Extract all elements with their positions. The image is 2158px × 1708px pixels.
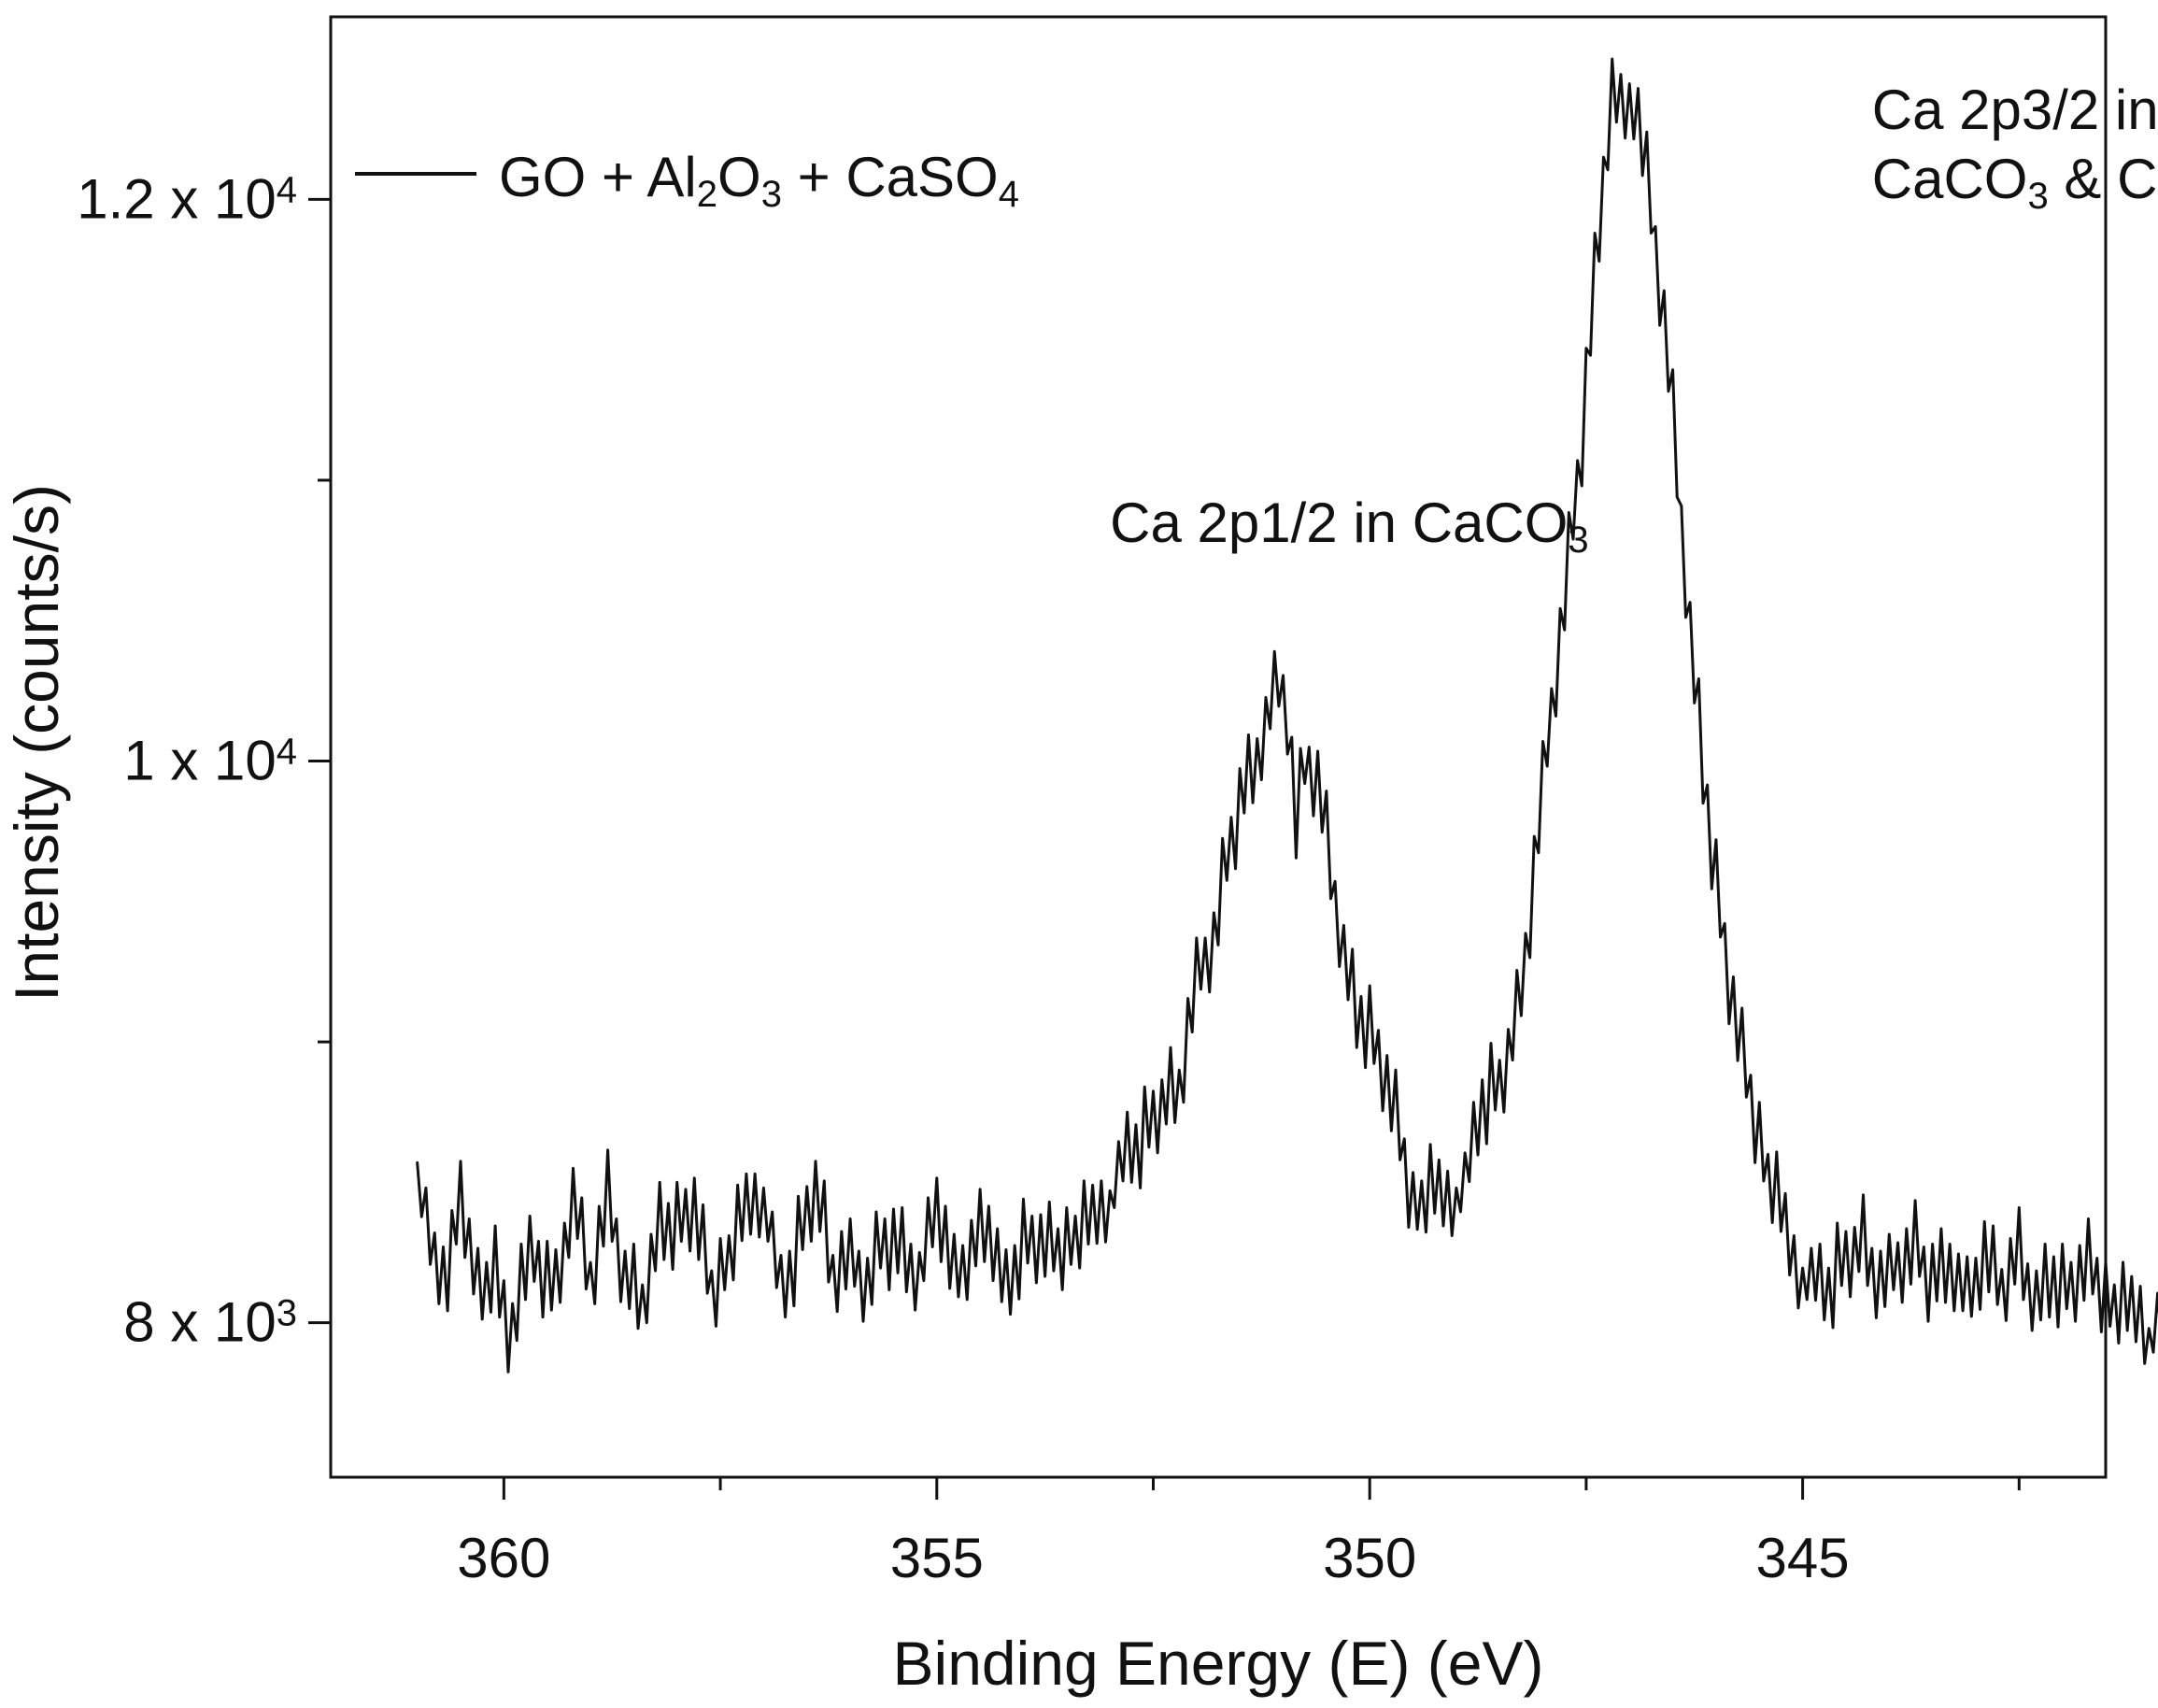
y-tick-exponent: 4 bbox=[277, 732, 297, 773]
x-axis-ticks: 360 355 350 345 bbox=[457, 1477, 2021, 1589]
subscript-text: 3 bbox=[761, 174, 782, 215]
x-tick-label: 350 bbox=[1323, 1527, 1416, 1589]
y-tick-exponent: 4 bbox=[277, 170, 297, 211]
text-segment: & CaO bbox=[2049, 148, 2158, 210]
series-lines bbox=[416, 57, 2158, 1374]
subscript-text: 4 bbox=[999, 174, 1019, 215]
subscript-text: 3 bbox=[1568, 520, 1588, 561]
text-segment: + CaSO bbox=[782, 146, 999, 208]
text-segment: GO + Al bbox=[499, 146, 697, 208]
subscript-text: 3 bbox=[2027, 176, 2048, 217]
text-segment: Ca 2p1/2 in CaCO bbox=[1110, 491, 1568, 554]
x-axis-title: Binding Energy (E) (eV) bbox=[893, 1629, 1544, 1698]
y-tick-exponent: 3 bbox=[277, 1293, 297, 1334]
x-tick-label: 360 bbox=[457, 1527, 550, 1589]
text-segment: Ca 2p3/2 in bbox=[1872, 78, 2158, 141]
subscript-text: 2 bbox=[697, 174, 717, 215]
series-line-0 bbox=[416, 57, 2158, 1374]
y-tick-mantissa: 8 x 10 bbox=[123, 1291, 276, 1354]
y-tick-label: 1 x 104 bbox=[123, 730, 297, 792]
y-tick-mantissa: 1.2 x 10 bbox=[77, 167, 277, 230]
legend: GO + Al2O3 + CaSO4 bbox=[355, 146, 1019, 215]
y-axis-title: Intensity (counts/s) bbox=[2, 484, 71, 1002]
annotation-ca-2p3-2-line: Ca 2p3/2 in bbox=[1872, 78, 2158, 141]
text-segment: CaCO bbox=[1872, 148, 2028, 210]
annotation-ca-2p1-2-line: Ca 2p1/2 in CaCO3 bbox=[1110, 491, 1589, 561]
annotation-ca-2p3-2-line: CaCO3 & CaO bbox=[1872, 148, 2158, 217]
x-tick-label: 355 bbox=[890, 1527, 984, 1589]
plot-frame bbox=[329, 15, 2108, 1479]
y-tick-label: 8 x 103 bbox=[123, 1291, 297, 1354]
y-tick-label: 1.2 x 104 bbox=[77, 167, 297, 230]
x-tick-label: 345 bbox=[1756, 1527, 1850, 1589]
text-segment: O bbox=[717, 146, 761, 208]
y-tick-mantissa: 1 x 10 bbox=[123, 730, 276, 792]
legend-label: GO + Al2O3 + CaSO4 bbox=[499, 146, 1019, 215]
